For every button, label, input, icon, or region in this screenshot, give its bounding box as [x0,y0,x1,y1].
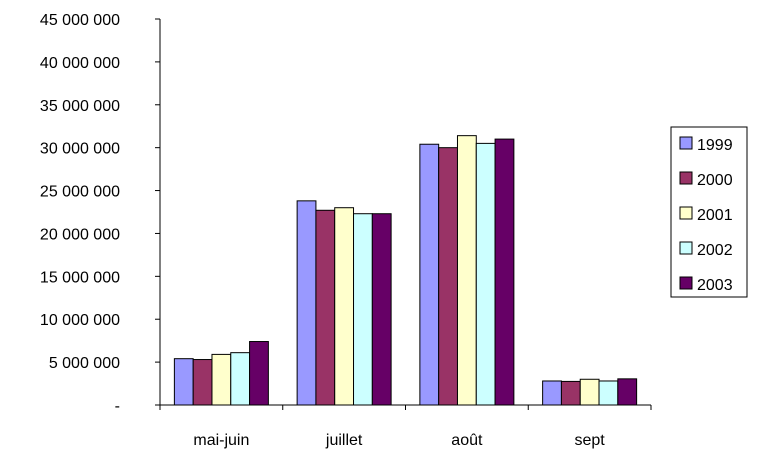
legend-swatch-2003 [679,276,693,290]
x-category-label: juillet [325,432,363,449]
y-tick-label: 30 000 000 [40,141,120,158]
legend-label: 2002 [697,242,733,259]
legend-label: 2000 [697,172,733,189]
y-tick-label: 15 000 000 [40,269,120,286]
y-tick-label: 20 000 000 [40,226,120,243]
bar-2002-août [475,142,496,406]
bar-2001-sept [579,378,600,406]
bar-2002-juillet [353,213,373,406]
bar-2002-sept [598,380,619,406]
bar-2003-mai-juin [249,341,269,406]
y-tick-label: 5 000 000 [49,355,120,372]
bar-2000-juillet [315,209,336,406]
y-tick-label: 45 000 000 [40,12,120,29]
legend-swatch-2000 [679,171,693,185]
bar-2003-juillet [371,213,392,406]
bar-2001-mai-juin [211,353,232,406]
bar-2000-mai-juin [192,359,213,406]
bar-2003-août [494,138,515,406]
bar-2001-juillet [334,207,355,406]
legend-label: 1999 [697,137,733,154]
bar-1999-juillet [296,200,317,406]
bar-1999-sept [542,380,562,406]
y-tick-label: 35 000 000 [40,98,120,115]
legend-swatch-2001 [679,206,693,220]
bar-1999-août [419,143,440,406]
bar-2001-août [456,135,477,406]
y-tick-label: 10 000 000 [40,312,120,329]
bar-2000-sept [560,380,581,406]
legend-swatch-2002 [679,241,693,255]
bar-2000-août [438,147,458,406]
x-category-label: août [451,432,483,449]
legend-label: 2001 [697,207,733,224]
axes: - 5 000 000 10 000 000 15 000 000 20 000 000… [40,12,652,449]
legend-label: 2003 [697,277,733,294]
y-tick-label: - [115,398,120,415]
x-category-label: mai-juin [193,432,249,449]
legend: 1999 2000 2001 2002 2003 [670,126,748,298]
bar-2002-mai-juin [230,352,251,406]
bar-2003-sept [617,378,638,406]
x-category-label: sept [575,432,606,449]
plot-area [173,135,638,406]
y-tick-label: 25 000 000 [40,184,120,201]
legend-swatch-1999 [679,136,693,150]
bar-1999-mai-juin [173,358,194,406]
y-tick-label: 40 000 000 [40,55,120,72]
